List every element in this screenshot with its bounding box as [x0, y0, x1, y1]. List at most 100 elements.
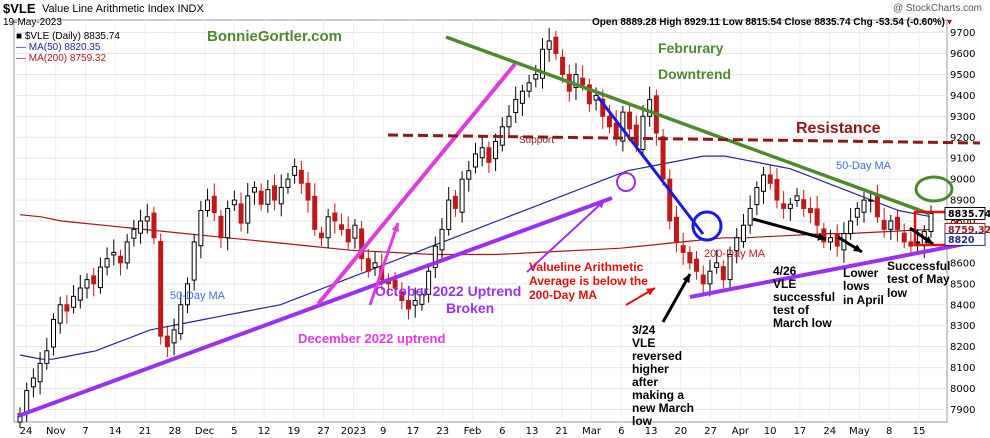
oct-uptrend-label-1: October 2022 Uptrend: [375, 283, 522, 299]
candle-body: [761, 174, 767, 192]
ma50-path: [19, 155, 932, 360]
candle-body: [895, 216, 901, 230]
candle-body: [586, 84, 592, 105]
candle-body: [392, 279, 398, 289]
candle-body: [412, 300, 418, 306]
candle-body: [928, 213, 934, 232]
y-tick-label: 7900: [950, 405, 975, 416]
legend-price: ■ $VLE (Daily) 8835.74: [16, 31, 120, 42]
x-tick-label: May: [849, 426, 870, 437]
legend-ma200-text: MA(200) 8759.32: [28, 53, 107, 64]
candle-body: [560, 56, 566, 75]
ma50-price-tag-text: 8820: [948, 235, 975, 246]
lower-lows-line: in April: [843, 292, 884, 307]
candle-body: [814, 208, 820, 226]
y-tick-label: 9000: [950, 175, 975, 186]
candle-body: [50, 318, 56, 348]
apr26-arrow-head: [817, 233, 826, 241]
successful-may-line: Successful: [887, 259, 951, 273]
green-circle-marker: [914, 175, 954, 203]
mar24-line: low: [632, 413, 652, 428]
below-ma-line-1: Valueline Arithmetic: [529, 260, 644, 274]
mar24-line: reversed: [632, 348, 683, 363]
candle-body: [258, 190, 264, 205]
ma200-path: [19, 214, 932, 256]
candle-body: [218, 215, 224, 239]
x-tick-label: 21: [555, 426, 568, 437]
below-ma-line-2: Average is below the: [529, 273, 648, 288]
candle-body: [265, 189, 271, 205]
mar24-note: 3/24 VLE reversed higher after making a …: [632, 324, 694, 428]
candle-body: [694, 258, 700, 272]
red-arrow-head: [646, 288, 655, 296]
candle-body: [901, 232, 907, 243]
candle-body: [57, 304, 63, 324]
index-name: Value Line Arithmetic Index INDX: [42, 3, 204, 15]
candle-body: [30, 377, 36, 388]
candle-body: [238, 203, 244, 224]
candle-body: [372, 262, 378, 268]
candle-body: [318, 232, 324, 239]
candle-body: [539, 48, 545, 79]
candle-body: [419, 293, 425, 305]
y-tick-label: 8900: [950, 196, 975, 207]
candle-body: [117, 255, 123, 264]
candle-body: [888, 220, 894, 230]
magenta-arrow-head: [391, 223, 400, 232]
x-tick-label: 27: [317, 426, 330, 437]
lower-lows-line: Lower: [843, 266, 879, 280]
mar24-line: VLE: [632, 335, 656, 350]
x-tick-label: 12: [258, 426, 271, 437]
candle-body: [131, 228, 137, 239]
trend-drawings: [17, 35, 986, 418]
candle-body: [285, 178, 291, 188]
candle-body: [144, 216, 150, 222]
y-tick-label: 9600: [950, 49, 975, 60]
candle-body: [339, 224, 345, 230]
candle-body: [553, 36, 559, 54]
legend-price-text: $VLE (Daily) 8835.74: [24, 31, 120, 42]
author-watermark: BonnieGortler.com: [207, 28, 343, 45]
candle-body: [352, 224, 358, 239]
candle-body: [231, 199, 237, 206]
x-tick-label: 10: [764, 426, 777, 437]
chg-down-icon: ▾: [946, 17, 952, 28]
x-tick-label: 2023: [341, 426, 366, 437]
candle-body: [774, 179, 780, 201]
feb-downtrend-line: [445, 35, 931, 216]
candle-body: [687, 251, 693, 264]
x-tick-label: 24: [823, 426, 836, 437]
y-tick-label: 8000: [950, 384, 975, 395]
lower-lows-note: Lower lows in April: [843, 266, 884, 307]
candle-body: [533, 73, 539, 80]
candle-body: [667, 178, 673, 222]
y-tick-label: 8600: [950, 258, 975, 269]
blue-drop-line: [596, 96, 705, 235]
candle-body: [754, 187, 760, 206]
candle-body: [245, 195, 251, 224]
candle-body: [479, 147, 485, 159]
x-tick-label: 13: [526, 426, 539, 437]
mar24-line: higher: [632, 361, 669, 376]
candle-body: [272, 185, 278, 201]
x-tick-label: 6: [499, 426, 505, 437]
purple-circle-marker: [616, 172, 636, 192]
ma50-price-tag: [944, 232, 986, 246]
lower-lows-arrow-head: [853, 244, 862, 252]
candle-body: [506, 115, 512, 128]
ma50-line: [19, 155, 932, 360]
dec-uptrend-label: December 2022 uptrend: [298, 331, 446, 346]
apr26-line: successful: [773, 289, 836, 304]
candle-body: [580, 77, 586, 86]
may-arrow-head: [924, 236, 933, 244]
blue-circle-marker: [691, 210, 723, 242]
y-axis: 7900800081008200830084008500860087008800…: [944, 28, 990, 416]
candle-body: [64, 304, 70, 312]
mar24-line: after: [632, 374, 659, 389]
x-tick-label: 28: [168, 426, 181, 437]
x-tick-label: 15: [913, 426, 926, 437]
support-label: Support: [519, 135, 555, 146]
candle-body: [720, 266, 726, 281]
candle-body: [278, 187, 284, 205]
candle-body: [874, 195, 880, 218]
